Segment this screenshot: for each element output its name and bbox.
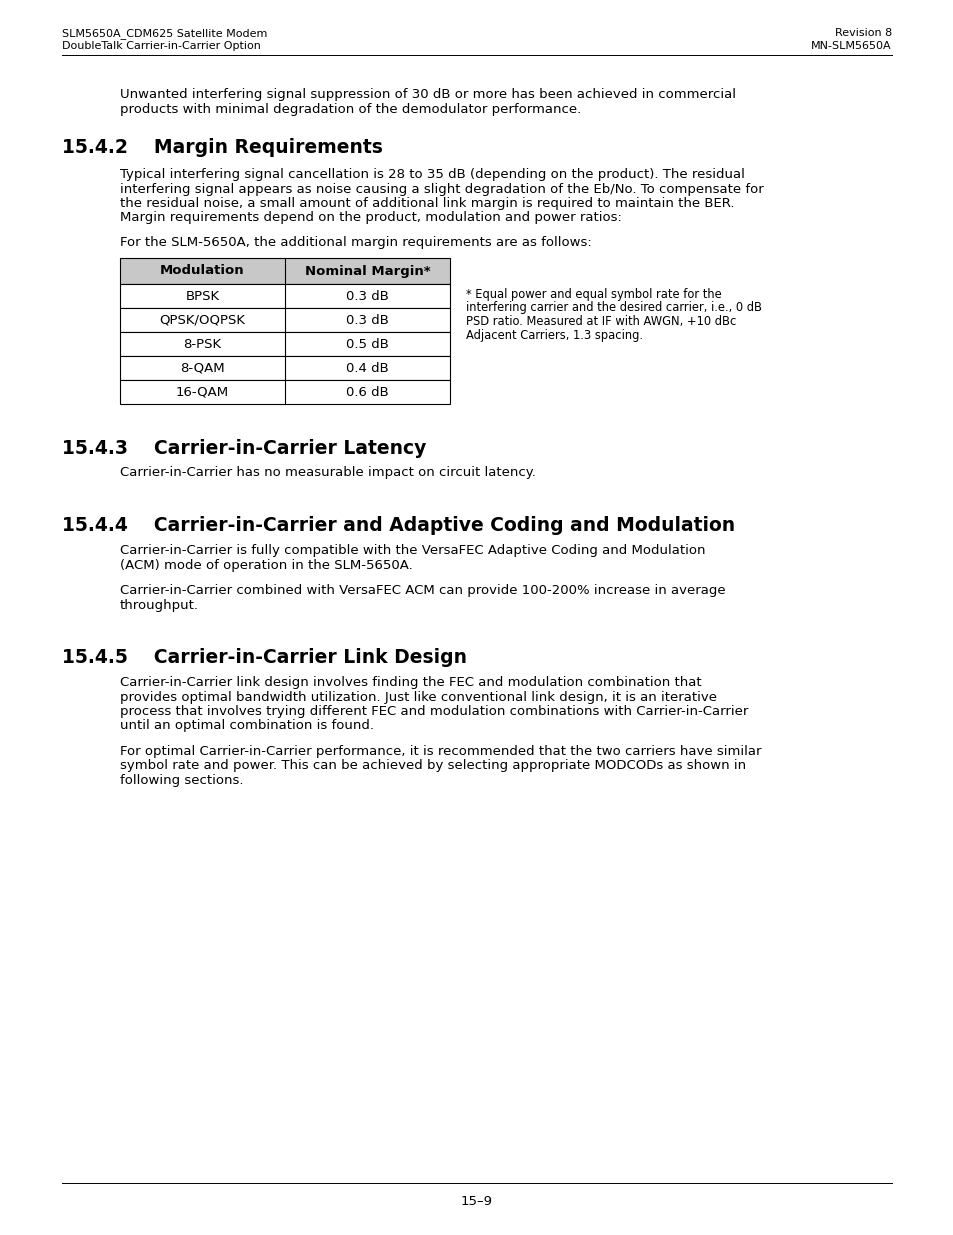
Text: Modulation: Modulation bbox=[160, 264, 245, 278]
Text: 0.3 dB: 0.3 dB bbox=[346, 289, 389, 303]
Text: interfering carrier and the desired carrier, i.e., 0 dB: interfering carrier and the desired carr… bbox=[465, 301, 761, 315]
Text: process that involves trying different FEC and modulation combinations with Carr: process that involves trying different F… bbox=[120, 705, 747, 718]
Text: QPSK/OQPSK: QPSK/OQPSK bbox=[159, 314, 245, 326]
Text: the residual noise, a small amount of additional link margin is required to main: the residual noise, a small amount of ad… bbox=[120, 198, 734, 210]
Text: 15–9: 15–9 bbox=[460, 1195, 493, 1208]
Text: until an optimal combination is found.: until an optimal combination is found. bbox=[120, 720, 374, 732]
Text: Carrier-in-Carrier link design involves finding the FEC and modulation combinati: Carrier-in-Carrier link design involves … bbox=[120, 676, 700, 689]
Text: (ACM) mode of operation in the SLM-5650A.: (ACM) mode of operation in the SLM-5650A… bbox=[120, 558, 413, 572]
Text: 0.4 dB: 0.4 dB bbox=[346, 362, 389, 374]
Text: For the SLM-5650A, the additional margin requirements are as follows:: For the SLM-5650A, the additional margin… bbox=[120, 236, 591, 249]
Text: PSD ratio. Measured at IF with AWGN, +10 dBc: PSD ratio. Measured at IF with AWGN, +10… bbox=[465, 315, 736, 329]
Bar bbox=[120, 258, 450, 284]
Text: Unwanted interfering signal suppression of 30 dB or more has been achieved in co: Unwanted interfering signal suppression … bbox=[120, 88, 735, 101]
Text: symbol rate and power. This can be achieved by selecting appropriate MODCODs as : symbol rate and power. This can be achie… bbox=[120, 760, 745, 773]
Text: interfering signal appears as noise causing a slight degradation of the Eb/No. T: interfering signal appears as noise caus… bbox=[120, 183, 763, 195]
Bar bbox=[120, 380, 450, 404]
Text: Adjacent Carriers, 1.3 spacing.: Adjacent Carriers, 1.3 spacing. bbox=[465, 329, 642, 342]
Bar bbox=[120, 356, 450, 380]
Text: * Equal power and equal symbol rate for the: * Equal power and equal symbol rate for … bbox=[465, 288, 721, 301]
Text: 0.5 dB: 0.5 dB bbox=[346, 337, 389, 351]
Text: following sections.: following sections. bbox=[120, 774, 243, 787]
Text: 8-PSK: 8-PSK bbox=[183, 337, 221, 351]
Text: 16-QAM: 16-QAM bbox=[175, 385, 229, 399]
Text: products with minimal degradation of the demodulator performance.: products with minimal degradation of the… bbox=[120, 103, 580, 116]
Text: Margin requirements depend on the product, modulation and power ratios:: Margin requirements depend on the produc… bbox=[120, 211, 621, 225]
Text: Carrier-in-Carrier is fully compatible with the VersaFEC Adaptive Coding and Mod: Carrier-in-Carrier is fully compatible w… bbox=[120, 543, 705, 557]
Text: 15.4.2    Margin Requirements: 15.4.2 Margin Requirements bbox=[62, 138, 382, 157]
Bar bbox=[120, 308, 450, 332]
Text: 15.4.3    Carrier-in-Carrier Latency: 15.4.3 Carrier-in-Carrier Latency bbox=[62, 438, 426, 458]
Text: Nominal Margin*: Nominal Margin* bbox=[304, 264, 430, 278]
Text: MN-SLM5650A: MN-SLM5650A bbox=[810, 41, 891, 51]
Bar bbox=[120, 332, 450, 356]
Text: BPSK: BPSK bbox=[185, 289, 219, 303]
Text: 0.3 dB: 0.3 dB bbox=[346, 314, 389, 326]
Text: Carrier-in-Carrier has no measurable impact on circuit latency.: Carrier-in-Carrier has no measurable imp… bbox=[120, 466, 536, 479]
Text: Carrier-in-Carrier combined with VersaFEC ACM can provide 100-200% increase in a: Carrier-in-Carrier combined with VersaFE… bbox=[120, 584, 725, 597]
Text: throughput.: throughput. bbox=[120, 599, 199, 611]
Text: Revision 8: Revision 8 bbox=[834, 28, 891, 38]
Text: 8-QAM: 8-QAM bbox=[180, 362, 225, 374]
Text: For optimal Carrier-in-Carrier performance, it is recommended that the two carri: For optimal Carrier-in-Carrier performan… bbox=[120, 745, 760, 758]
Text: provides optimal bandwidth utilization. Just like conventional link design, it i: provides optimal bandwidth utilization. … bbox=[120, 690, 717, 704]
Text: SLM5650A_CDM625 Satellite Modem: SLM5650A_CDM625 Satellite Modem bbox=[62, 28, 267, 40]
Bar bbox=[120, 284, 450, 308]
Text: 15.4.5    Carrier-in-Carrier Link Design: 15.4.5 Carrier-in-Carrier Link Design bbox=[62, 648, 467, 667]
Text: DoubleTalk Carrier-in-Carrier Option: DoubleTalk Carrier-in-Carrier Option bbox=[62, 41, 260, 51]
Text: 15.4.4    Carrier-in-Carrier and Adaptive Coding and Modulation: 15.4.4 Carrier-in-Carrier and Adaptive C… bbox=[62, 516, 735, 535]
Text: 0.6 dB: 0.6 dB bbox=[346, 385, 389, 399]
Text: Typical interfering signal cancellation is 28 to 35 dB (depending on the product: Typical interfering signal cancellation … bbox=[120, 168, 744, 182]
